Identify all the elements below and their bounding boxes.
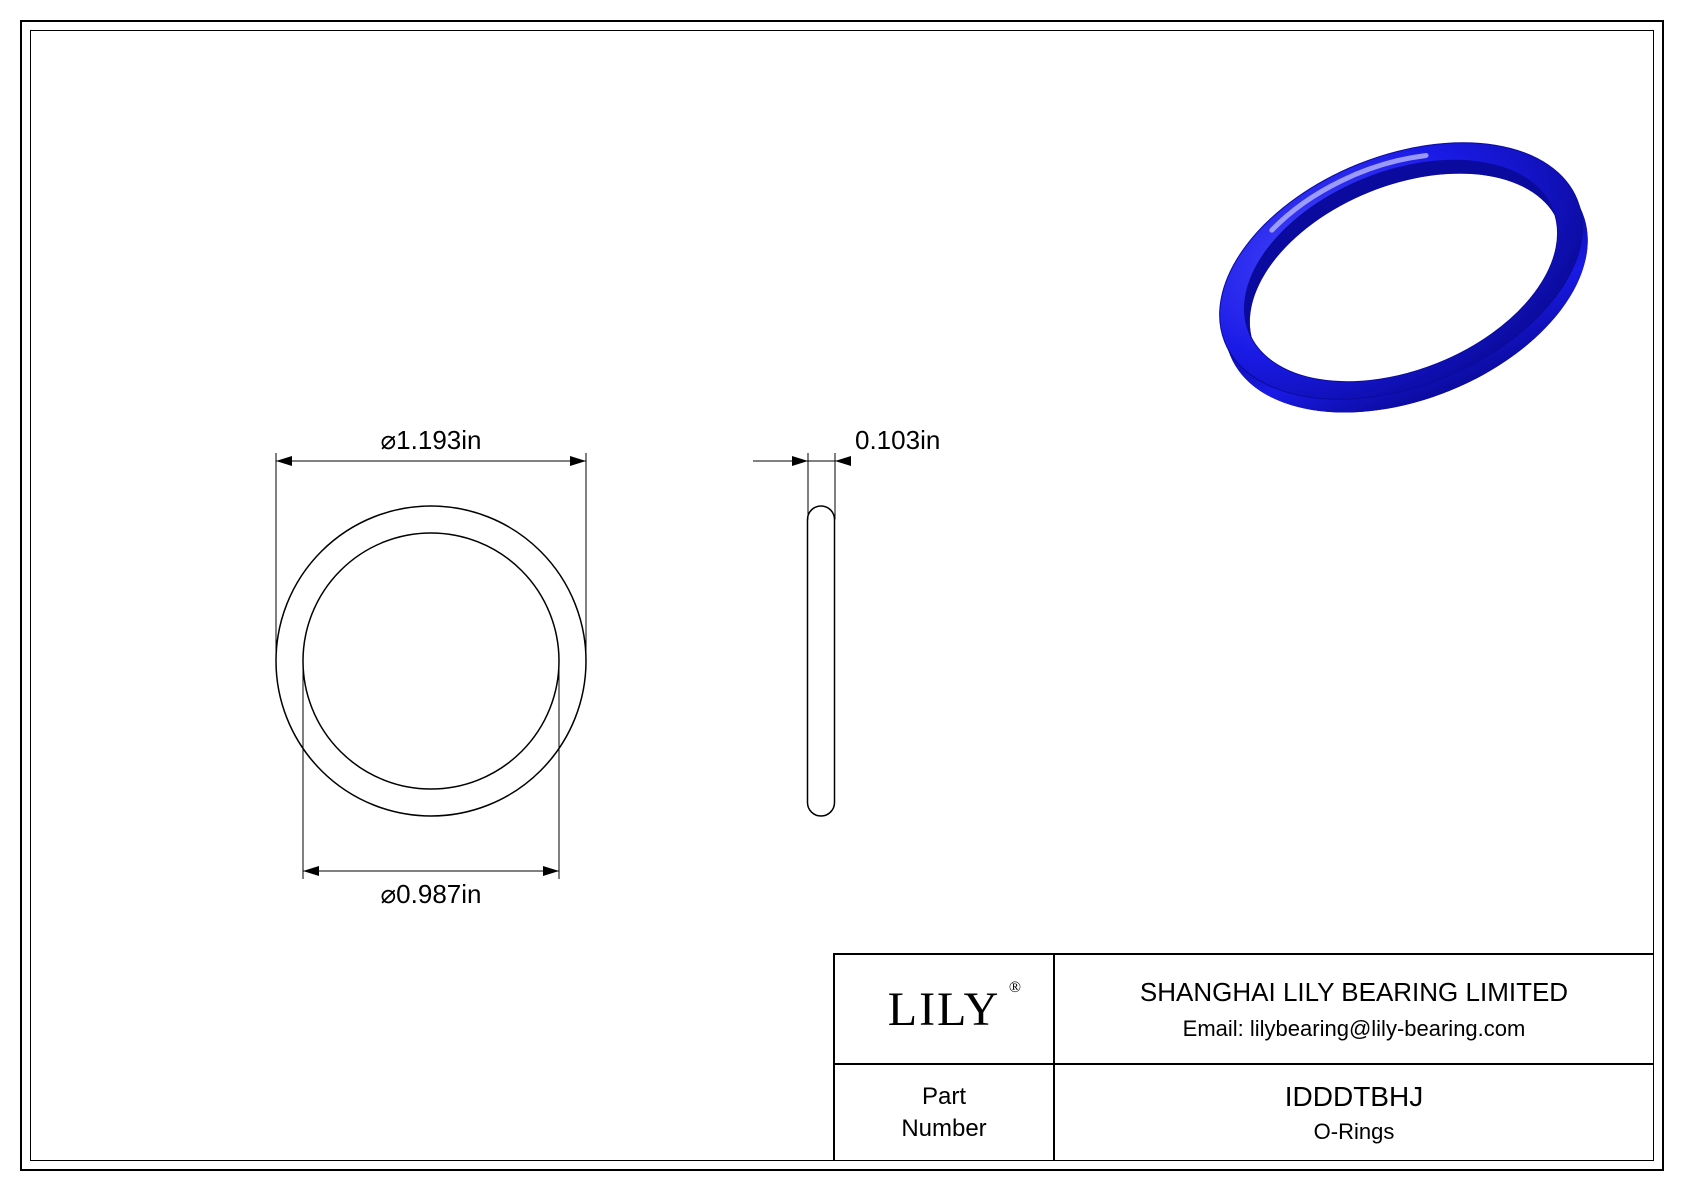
svg-text:⌀0.987in: ⌀0.987in <box>381 879 482 909</box>
company-name: SHANGHAI LILY BEARING LIMITED <box>1140 977 1568 1008</box>
part-description: O-Rings <box>1314 1119 1395 1145</box>
title-block-row-part: Part Number IDDDTBHJ O-Rings <box>835 1065 1653 1160</box>
part-label-2: Number <box>901 1113 986 1144</box>
part-number-value-cell: IDDDTBHJ O-Rings <box>1055 1065 1653 1160</box>
logo: LILY ® <box>835 955 1055 1063</box>
front-view: ⌀1.193in ⌀0.987in <box>31 31 731 1031</box>
part-number-label-cell: Part Number <box>835 1065 1055 1160</box>
drawing-sheet-outer: ⌀1.193in ⌀0.987in 0.103in LILY ® SHANGHAI… <box>20 20 1664 1171</box>
isometric-view <box>1091 41 1684 541</box>
title-block: LILY ® SHANGHAI LILY BEARING LIMITED Ema… <box>833 953 1653 1160</box>
side-view: 0.103in <box>631 31 1031 1031</box>
registered-icon: ® <box>1009 979 1023 997</box>
part-label-1: Part <box>922 1081 966 1112</box>
company-cell: SHANGHAI LILY BEARING LIMITED Email: lil… <box>1055 955 1653 1063</box>
svg-text:0.103in: 0.103in <box>855 425 940 455</box>
svg-text:⌀1.193in: ⌀1.193in <box>381 425 482 455</box>
logo-text: LILY <box>888 982 1000 1037</box>
title-block-row-company: LILY ® SHANGHAI LILY BEARING LIMITED Ema… <box>835 955 1653 1065</box>
part-number: IDDDTBHJ <box>1285 1081 1423 1113</box>
company-email: Email: lilybearing@lily-bearing.com <box>1183 1016 1526 1042</box>
drawing-sheet-inner: ⌀1.193in ⌀0.987in 0.103in LILY ® SHANGHAI… <box>30 30 1654 1161</box>
